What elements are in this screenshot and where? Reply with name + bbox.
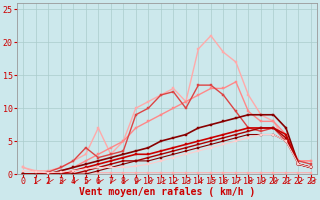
X-axis label: Vent moyen/en rafales ( km/h ): Vent moyen/en rafales ( km/h ): [79, 187, 255, 197]
